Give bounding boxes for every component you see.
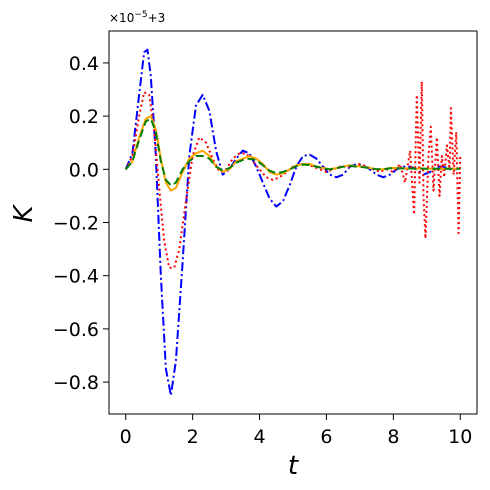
- x-tick-label: 6: [320, 426, 332, 448]
- x-tick-label: 0: [120, 426, 132, 448]
- y-axis-offset-label: ×10−5+3: [109, 10, 165, 25]
- y-axis-label: K: [9, 204, 39, 223]
- offset-base: ×10: [109, 11, 134, 25]
- y-tick-label: 0.2: [69, 106, 99, 128]
- series-layer: [124, 48, 462, 397]
- series-line-4: [124, 117, 461, 187]
- y-tick-label: −0.6: [53, 319, 99, 341]
- x-tick-label: 10: [448, 426, 472, 448]
- offset-suffix: +3: [148, 11, 166, 25]
- series-line-2: [124, 80, 462, 269]
- y-tick-label: −0.4: [53, 266, 99, 288]
- x-axis-ticks: 0 2 4 6 8 10: [120, 414, 472, 448]
- x-axis-label: t: [288, 451, 299, 481]
- series-line-3: [124, 115, 461, 192]
- x-tick-label: 8: [387, 426, 399, 448]
- offset-exponent: −5: [134, 10, 147, 20]
- x-tick-label: 4: [253, 426, 265, 448]
- y-tick-label: 0.4: [69, 53, 99, 75]
- y-tick-label: −0.8: [53, 372, 99, 394]
- y-axis-ticks: −0.8 −0.6 −0.4 −0.2 0.0 0.2 0.4: [53, 53, 109, 394]
- y-tick-label: −0.2: [53, 213, 99, 235]
- x-tick-label: 2: [187, 426, 199, 448]
- y-tick-label: 0.0: [69, 159, 99, 181]
